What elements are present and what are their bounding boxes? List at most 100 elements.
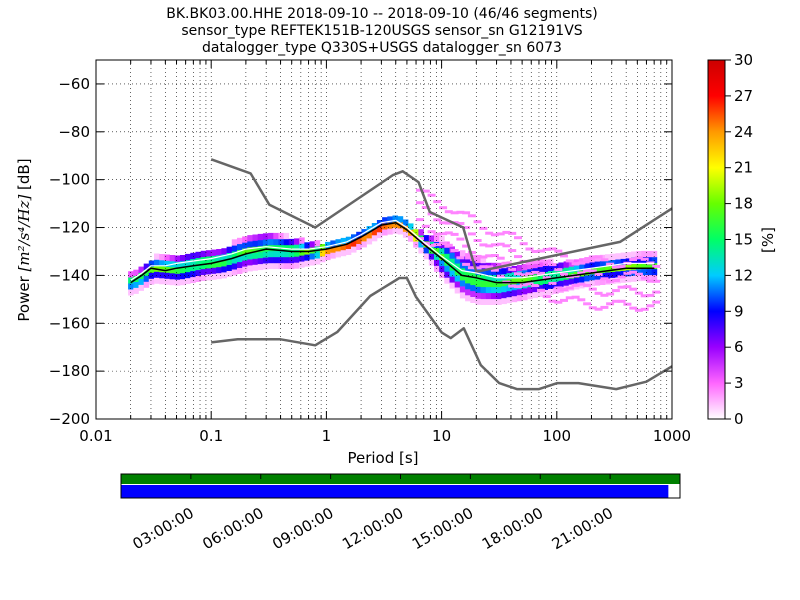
density-cell <box>641 250 647 258</box>
density-cell <box>465 289 471 296</box>
density-cell <box>174 255 181 262</box>
title-line-2: sensor_type REFTEK151B-120USGS sensor_sn… <box>181 23 582 39</box>
density-cell <box>434 259 440 266</box>
density-cell <box>185 253 191 261</box>
density-cell <box>325 253 331 261</box>
density-cell <box>506 272 512 280</box>
density-cell <box>237 249 243 257</box>
density-cell <box>133 287 139 294</box>
density-cell-outlier <box>479 265 488 269</box>
density-cell <box>470 278 476 286</box>
density-cell <box>636 251 642 258</box>
density-cell <box>273 238 279 246</box>
density-cell <box>620 270 627 277</box>
density-cell <box>423 247 430 254</box>
density-cell-outlier <box>467 232 476 236</box>
density-cell <box>154 259 160 266</box>
density-cell-outlier <box>611 279 620 282</box>
density-cell-outlier <box>525 282 534 286</box>
density-cell-outlier <box>531 284 540 287</box>
y-tick-label: −120 <box>49 219 90 237</box>
density-cell-outlier <box>490 254 499 257</box>
density-cell <box>211 261 217 268</box>
density-cell-outlier <box>439 232 448 236</box>
density-cell <box>237 255 243 263</box>
density-cell-outlier <box>473 220 482 224</box>
density-cell <box>454 275 461 282</box>
density-cell <box>200 274 207 281</box>
density-cell <box>584 275 590 282</box>
density-cell-outlier <box>479 243 488 247</box>
density-cell <box>506 296 512 304</box>
density-cell <box>356 243 362 250</box>
density-cell <box>584 263 590 270</box>
density-cell-outlier <box>571 262 580 266</box>
density-cell <box>351 246 357 253</box>
density-cell <box>599 266 606 273</box>
density-cell-outlier <box>421 205 430 209</box>
density-cell <box>563 261 570 268</box>
colorbar-tick-label: 27 <box>734 87 753 105</box>
density-cell <box>278 238 284 246</box>
density-cell <box>288 238 295 246</box>
density-cell-outlier <box>588 255 597 259</box>
density-cell <box>599 272 606 279</box>
density-cell <box>625 264 632 271</box>
density-cell <box>335 251 341 258</box>
density-cell <box>185 265 191 273</box>
density-cell <box>423 235 430 242</box>
density-cell <box>169 267 176 274</box>
density-cell <box>247 253 253 260</box>
data-availability-timeline: 03:00:00 06:00:00 09:00:00 12:00:00 15:00:00… <box>120 473 681 553</box>
density-cell <box>195 263 201 271</box>
density-cell <box>299 255 305 262</box>
density-cell <box>273 262 279 270</box>
density-cell <box>205 274 212 281</box>
density-cell-outlier <box>565 296 574 300</box>
density-cell <box>252 240 258 247</box>
density-cell-outlier <box>646 304 655 308</box>
title-svg: BK.BK03.00.HHE 2018-09-10 -- 2018-09-10 … <box>166 6 598 56</box>
density-cell <box>242 254 248 261</box>
density-cell-outlier <box>490 243 499 247</box>
density-cell <box>527 263 533 270</box>
density-cell <box>221 266 227 273</box>
density-cell <box>283 262 290 270</box>
density-cell <box>387 228 393 235</box>
density-cell <box>340 243 347 251</box>
density-cell <box>475 262 481 269</box>
density-cell <box>485 292 492 300</box>
density-cell <box>242 260 248 267</box>
density-cell <box>252 258 258 265</box>
density-cell <box>516 277 523 284</box>
density-cell <box>226 264 233 271</box>
density-cell <box>491 262 497 270</box>
density-cell <box>190 276 196 284</box>
density-cell <box>278 262 284 270</box>
timeline-tick-label: 15:00:00 <box>409 504 476 553</box>
y-tick-label: −80 <box>58 123 90 141</box>
density-cell <box>148 260 155 267</box>
axes: 0.01 0.1 1 10 100 1000 −200 −180 −160 −140 −120 −10… <box>49 60 691 445</box>
density-cell <box>148 278 155 285</box>
density-cell <box>496 268 502 276</box>
density-cell-outlier <box>611 299 620 303</box>
density-cell <box>361 235 367 242</box>
density-cell <box>516 294 523 302</box>
density-cell <box>558 268 564 275</box>
density-cell <box>522 264 528 271</box>
density-cell <box>459 274 466 281</box>
density-cell <box>387 216 393 223</box>
density-cell <box>133 281 139 288</box>
colorbar-tick-label: 24 <box>734 123 753 141</box>
density-cell <box>651 268 658 276</box>
density-cell <box>620 276 627 283</box>
density-cell <box>646 274 652 282</box>
density-cell-outlier <box>652 300 661 304</box>
density-cell <box>480 292 487 300</box>
density-cell-outlier <box>496 274 505 278</box>
density-cell-outlier <box>542 259 551 263</box>
density-cell <box>200 250 207 258</box>
density-cell <box>195 269 201 276</box>
density-cell <box>599 260 606 268</box>
